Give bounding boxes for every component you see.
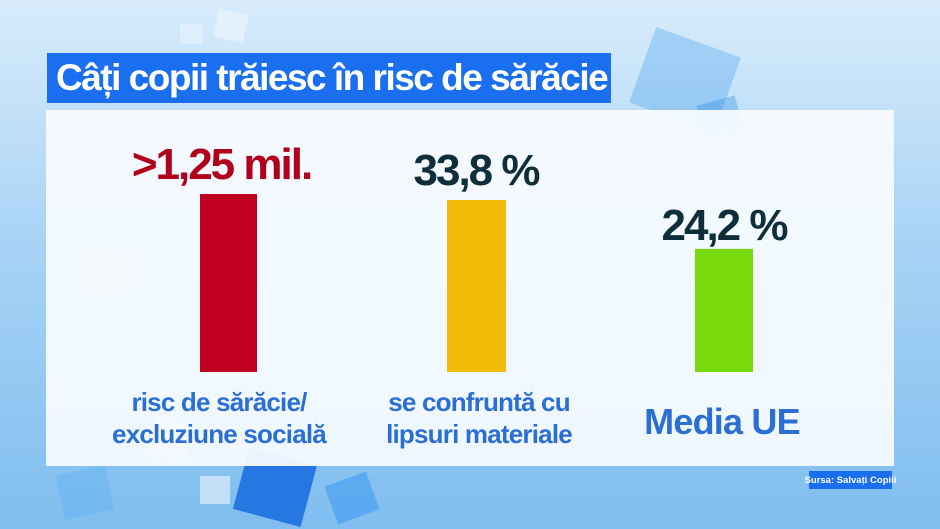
category-label-2-line-1: se confruntă cu (388, 387, 570, 417)
chart-title: Câți copii trăiesc în risc de sărăcie (47, 53, 611, 103)
category-label-1-line-2: excluziune socială (112, 419, 327, 449)
source-credit: Sursa: Salvați Copiii (805, 471, 896, 489)
bars-layer (200, 194, 753, 372)
value-label-2: 33,8 % (413, 146, 541, 195)
category-label-3-line-1: Media UE (644, 401, 800, 442)
category-label-2-line-2: lipsuri materiale (386, 419, 573, 449)
bar-3 (695, 248, 753, 372)
value-label-1: >1,25 mil. (131, 140, 313, 189)
chart-panel: >1,25 mil. 33,8 % 24,2 % risc de sărăcie… (46, 110, 894, 466)
category-label-2: se confruntă cu lipsuri materiale (364, 386, 594, 450)
bar-2 (447, 200, 506, 372)
value-label-3: 24,2 % (661, 201, 789, 250)
category-label-1: risc de sărăcie/ excluziune socială (94, 386, 344, 450)
category-label-3: Media UE (622, 402, 822, 442)
category-label-1-line-1: risc de sărăcie/ (131, 387, 307, 417)
bar-1 (200, 194, 257, 372)
